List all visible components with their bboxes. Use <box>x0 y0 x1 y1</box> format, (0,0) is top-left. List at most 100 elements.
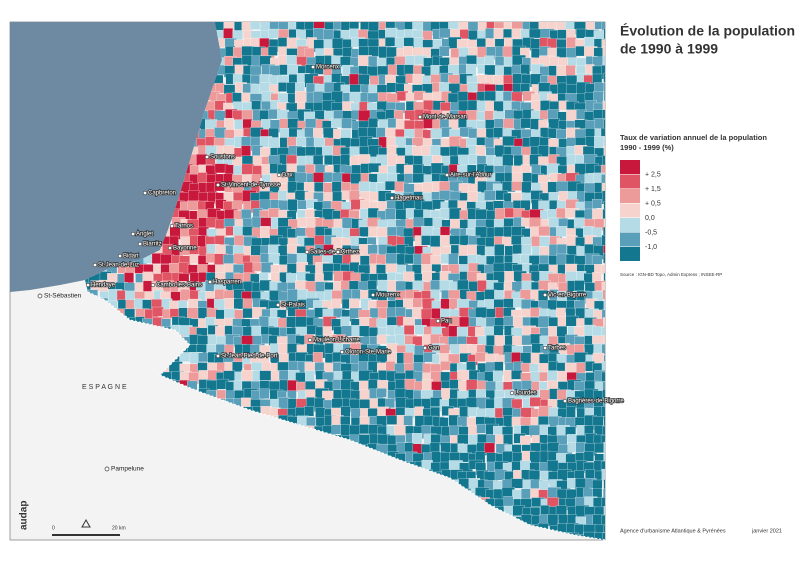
legend-swatch <box>620 189 640 203</box>
city-label: Hasparren <box>213 280 241 286</box>
commune <box>243 542 253 554</box>
city-dot <box>204 154 210 160</box>
commune <box>573 217 585 228</box>
commune <box>294 91 307 105</box>
commune <box>429 442 440 453</box>
commune <box>53 544 63 557</box>
commune <box>342 47 353 58</box>
commune <box>368 117 378 129</box>
commune <box>340 543 354 557</box>
commune <box>495 542 505 552</box>
city-dot <box>169 223 175 229</box>
commune <box>558 543 571 557</box>
commune <box>540 542 549 554</box>
commune <box>519 289 531 300</box>
commune <box>603 218 605 231</box>
commune <box>259 388 270 399</box>
commune <box>314 235 325 246</box>
commune <box>430 144 441 157</box>
commune <box>223 28 234 39</box>
city-dot <box>130 231 136 237</box>
city-label: Mourenx <box>376 293 399 299</box>
commune <box>377 543 389 555</box>
commune <box>601 22 605 33</box>
city-dot <box>389 195 395 201</box>
city-dot <box>276 172 282 178</box>
commune <box>387 64 398 77</box>
commune <box>566 406 576 418</box>
commune <box>585 469 595 480</box>
commune <box>603 479 605 491</box>
legend: + 2,5 + 1,5 + 0,5 0,0 -0,5 -1,0 <box>620 160 661 261</box>
commune <box>413 37 424 49</box>
commune <box>412 146 423 157</box>
commune <box>556 226 568 237</box>
commune <box>601 65 605 80</box>
commune <box>332 542 345 554</box>
commune <box>602 190 605 203</box>
city-dot <box>150 282 156 288</box>
commune <box>520 118 531 129</box>
commune <box>385 263 398 273</box>
commune <box>594 542 606 553</box>
commune <box>522 543 532 553</box>
commune <box>603 226 605 240</box>
city-label: Gan <box>428 346 439 352</box>
commune <box>404 542 417 551</box>
commune <box>358 38 370 49</box>
city-dot <box>339 349 345 355</box>
city-label: Biarritz <box>143 242 162 248</box>
commune <box>476 423 486 434</box>
commune <box>466 244 479 256</box>
commune <box>233 544 247 555</box>
city-dot <box>167 245 173 251</box>
commune <box>511 478 524 489</box>
commune <box>603 72 605 83</box>
commune <box>306 543 318 553</box>
city-dot <box>444 172 450 178</box>
city-label: St-Jean-de-Luz <box>98 263 139 269</box>
commune <box>18 543 30 556</box>
commune <box>504 271 514 283</box>
commune <box>476 543 487 552</box>
city-dot <box>85 282 91 288</box>
commune <box>376 388 387 398</box>
commune <box>359 424 370 435</box>
city-label: Bayonne <box>173 246 197 252</box>
commune <box>440 544 450 556</box>
city-label: St-Palais <box>281 303 305 309</box>
commune <box>576 362 586 374</box>
commune <box>449 543 462 555</box>
commune <box>603 146 605 156</box>
city-dot <box>307 337 313 343</box>
commune <box>468 542 478 553</box>
city-dot <box>304 249 310 255</box>
commune <box>529 397 542 407</box>
city-dot <box>104 466 110 472</box>
commune <box>539 353 549 365</box>
commune <box>196 541 207 554</box>
commune <box>603 354 605 368</box>
commune <box>556 181 569 193</box>
city-dot <box>509 390 515 396</box>
commune <box>602 109 605 124</box>
commune <box>602 209 605 220</box>
commune <box>387 153 398 168</box>
city-label: Cambo-les-Bains <box>156 283 202 289</box>
commune <box>594 136 605 150</box>
commune <box>600 164 605 176</box>
commune <box>189 542 198 556</box>
commune <box>574 280 585 292</box>
commune <box>601 234 605 246</box>
commune <box>484 246 497 256</box>
city-label: Hendaye <box>91 283 116 289</box>
commune <box>423 544 433 554</box>
commune <box>602 542 614 553</box>
city-label: Soustons <box>210 155 235 161</box>
commune <box>197 172 208 183</box>
commune <box>447 92 459 104</box>
commune <box>340 154 350 166</box>
commune <box>63 543 73 554</box>
commune <box>540 505 550 516</box>
city-label: Lourdes <box>515 391 537 397</box>
